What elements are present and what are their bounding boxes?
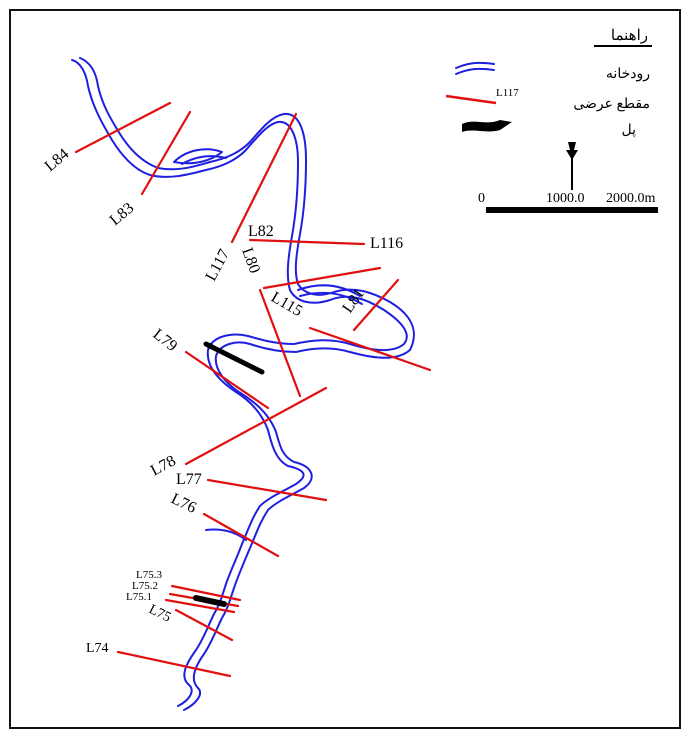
label-L78: L78: [148, 452, 179, 479]
scale-bar-end: 2000.0m: [606, 191, 656, 206]
river-braid-3: [205, 528, 247, 541]
scale-bar-bar: [486, 207, 658, 213]
river-braid-2: [299, 291, 363, 305]
legend-bridge-symbol: [462, 120, 512, 132]
label-L115: L115: [268, 289, 305, 320]
label-L76: L76: [168, 490, 199, 517]
section-L75: [174, 608, 234, 642]
label-L75: L75: [146, 602, 173, 625]
section-L83: [140, 110, 192, 196]
cross-sections: [74, 101, 432, 678]
label-L79: L79: [150, 326, 181, 355]
section-L80-a: [262, 266, 382, 290]
label-L116: L116: [370, 235, 403, 252]
section-L75.1: [164, 598, 236, 614]
legend-section-symbol: [445, 94, 497, 105]
scale-bar-mid: 1000.0: [546, 191, 585, 206]
bridges: [193, 341, 265, 607]
label-L82: L82: [248, 223, 274, 240]
section-L76: [202, 512, 280, 558]
river-island-2: [181, 155, 227, 165]
section-L79: [184, 350, 270, 410]
bridge-lower: [193, 595, 227, 607]
label-L77: L77: [176, 471, 202, 488]
label-L75.1: L75.1: [126, 591, 152, 603]
section-L115: [308, 326, 432, 372]
label-L117: L117: [203, 247, 234, 284]
legend-title: راهنما: [611, 28, 648, 44]
scale-bar-start: 0: [478, 191, 485, 206]
legend-bridge-label: پل: [622, 123, 637, 138]
river-island: [173, 148, 223, 165]
map-frame: [9, 9, 681, 729]
bridge-upper: [203, 341, 265, 375]
section-L81: [352, 278, 400, 332]
legend-river-label: رودخانه: [606, 67, 650, 82]
scale-bar: 0 1000.0 2000.0m: [478, 191, 658, 213]
section-L117: [230, 112, 298, 244]
section-L78: [184, 386, 328, 466]
legend-river-symbol: [455, 61, 495, 75]
section-L74: [116, 650, 232, 678]
label-L84: L84: [42, 145, 73, 175]
north-arrow-icon: [566, 142, 578, 190]
legend: راهنما رودخانه L117 مقطع عرضی پل: [445, 28, 652, 138]
label-L75.2: L75.2: [132, 580, 158, 592]
section-L77: [206, 478, 328, 502]
label-L80: L80: [238, 246, 263, 276]
section-L84: [74, 101, 172, 154]
label-L74: L74: [86, 641, 109, 656]
legend-section-sample: L117: [496, 87, 519, 99]
section-L82: [248, 238, 366, 246]
label-L75.3: L75.3: [136, 569, 162, 581]
section-L75.3: [170, 584, 242, 602]
section-labels: L84 L83 L117 L82 L116 L80 L115 L81 L79 L…: [42, 145, 404, 656]
river-braid: [297, 284, 361, 297]
bridge-upper-end: [207, 343, 213, 349]
legend-section-label: مقطع عرضی: [573, 97, 650, 112]
label-L83: L83: [107, 199, 138, 229]
section-L80-b: [258, 288, 302, 398]
river: [71, 57, 415, 711]
river-bank-b: [79, 57, 415, 711]
river-bank-a: [71, 59, 408, 707]
